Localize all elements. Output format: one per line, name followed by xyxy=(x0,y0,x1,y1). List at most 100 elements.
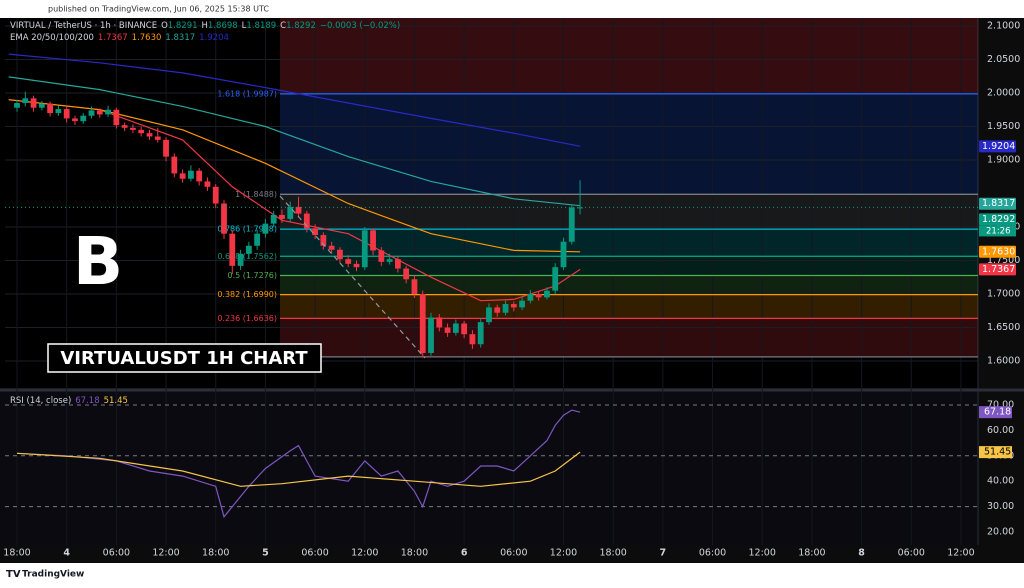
rsi-value: 67.18 xyxy=(75,396,100,406)
rsi-tick-label: 20.00 xyxy=(987,526,1014,537)
candle-body xyxy=(187,170,194,179)
x-tick-label: 4 xyxy=(63,548,70,559)
ema-price-label: 1.8317 xyxy=(982,198,1015,209)
low-value: 1.8189 xyxy=(246,21,277,31)
candle-body xyxy=(353,263,360,268)
fib-trendline xyxy=(279,195,426,359)
ema-price-label: 1.7367 xyxy=(982,264,1015,275)
candle-body xyxy=(254,233,261,246)
x-tick-label: 12:00 xyxy=(152,548,179,559)
candle-body xyxy=(163,139,169,157)
ohlc-letter: C xyxy=(280,21,287,31)
candle-body xyxy=(494,307,501,313)
last-price-label-box xyxy=(979,213,1016,226)
x-tick-label: 18:00 xyxy=(798,548,825,559)
candle-body xyxy=(378,250,385,262)
candle-body xyxy=(30,98,37,108)
candle-body xyxy=(262,223,269,234)
candle-body xyxy=(469,334,476,345)
candle-body xyxy=(63,109,70,119)
candle-body xyxy=(287,206,294,219)
candle-body xyxy=(279,214,285,219)
candle-body xyxy=(221,203,227,234)
candle-body xyxy=(237,253,244,266)
x-tick-label: 12:00 xyxy=(749,548,776,559)
ema-legend: EMA 20/50/100/200 1.7367 1.7630 1.8317 1.92… xyxy=(10,33,229,43)
candle-body xyxy=(270,214,277,224)
candle-body xyxy=(105,109,111,115)
x-tick-label: 5 xyxy=(262,548,269,559)
symbol-legend: VIRTUAL / TetherUS · 1h · BINANCE O1.829… xyxy=(10,21,400,31)
candle-body xyxy=(138,129,145,134)
rsi-tick-label: 60.00 xyxy=(987,425,1014,436)
ema-price-label: 1.9204 xyxy=(982,141,1015,152)
y-tick-label: 2.0000 xyxy=(987,87,1020,98)
countdown: 21:26 xyxy=(986,226,1011,236)
ohlc-letter: L xyxy=(241,21,247,31)
candle-body xyxy=(204,181,211,187)
y-tick-label: 1.7000 xyxy=(987,288,1020,299)
x-tick-label: 12:00 xyxy=(351,548,378,559)
fib-zone xyxy=(280,275,978,295)
x-tick-label: 06:00 xyxy=(898,548,925,559)
candle-body xyxy=(436,317,443,328)
candle-body xyxy=(560,241,567,268)
x-tick-label: 18:00 xyxy=(3,548,30,559)
y-tick-label: 1.9000 xyxy=(987,154,1020,165)
candle-body xyxy=(14,103,20,108)
rsi-label: RSI (14, close) xyxy=(10,396,72,406)
main-pane xyxy=(0,18,978,388)
candle-body xyxy=(22,98,29,104)
candle-body xyxy=(229,233,236,266)
candle-body xyxy=(527,293,534,301)
candle-body xyxy=(88,110,95,116)
rsi-value-label: 67.18 xyxy=(984,407,1011,418)
candle-body xyxy=(303,213,310,229)
ema-value: 1.9204 xyxy=(199,33,229,43)
ema-price-label-box xyxy=(979,140,1016,153)
overlay-title-box xyxy=(47,343,322,373)
fib-label: 0.382 (1.6990) xyxy=(217,290,277,299)
y-tick-label: 1.6500 xyxy=(987,322,1020,333)
candle-body xyxy=(312,228,318,236)
countdown-box xyxy=(979,225,1016,237)
candle-body xyxy=(411,279,418,294)
rsi-value-label: 51.45 xyxy=(984,447,1011,458)
candle-body xyxy=(394,259,401,269)
last-price-label: 1.8292 xyxy=(982,214,1015,225)
logo: B xyxy=(73,223,123,300)
candle-body xyxy=(502,304,509,313)
candle-body xyxy=(55,109,62,114)
brand: TradingView xyxy=(22,570,84,580)
ema-line xyxy=(8,53,581,147)
candle-body xyxy=(577,207,583,209)
y-tick-label: 2.0500 xyxy=(987,54,1020,65)
candle-body xyxy=(196,170,203,182)
rsi-tick-label: 40.00 xyxy=(987,476,1014,487)
fib-label: 0.5 (1.7276) xyxy=(228,271,278,280)
rsi-value: 51.45 xyxy=(103,396,128,406)
candle-body xyxy=(428,317,434,353)
candle-body xyxy=(535,293,542,298)
y-tick-label: 1.6000 xyxy=(987,355,1020,366)
candle-body xyxy=(121,125,128,128)
fib-label: 0.236 (1.6636) xyxy=(217,314,277,323)
y-tick-label: 1.9500 xyxy=(987,121,1020,132)
fib-zone xyxy=(280,294,978,319)
y-tick-label: 2.1000 xyxy=(987,20,1020,31)
candle-body xyxy=(295,206,302,214)
symbol: VIRTUAL / TetherUS · 1h · BINANCE xyxy=(10,21,158,31)
rsi-pane xyxy=(0,392,978,545)
ema-label: EMA 20/50/100/200 xyxy=(10,33,94,43)
candle-body xyxy=(154,136,161,140)
candle-body xyxy=(403,268,410,280)
fib-zone xyxy=(280,318,978,357)
candle-body xyxy=(38,103,45,108)
rsi-line xyxy=(16,451,581,487)
x-tick-label: 18:00 xyxy=(401,548,428,559)
candle-body xyxy=(47,103,54,114)
high-value: 1.8698 xyxy=(207,21,238,31)
candle-body xyxy=(386,259,393,262)
x-tick-label: 18:00 xyxy=(599,548,626,559)
